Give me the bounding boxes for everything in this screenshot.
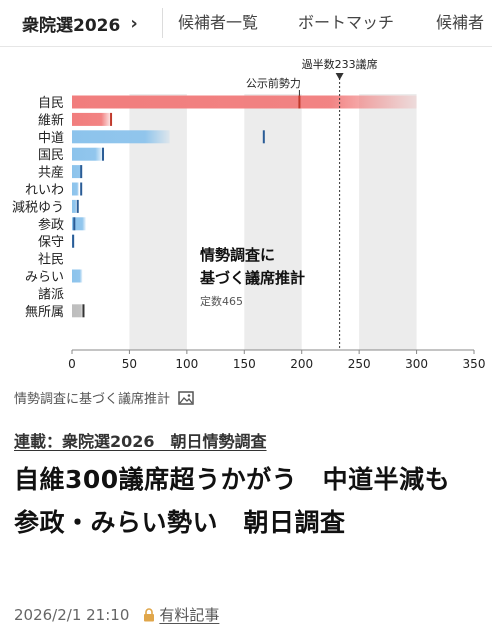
category-label: 中道 bbox=[38, 131, 64, 146]
category-label: 維新 bbox=[38, 112, 64, 128]
bar bbox=[72, 112, 112, 126]
top-nav: 衆院選2026 › 候補者一覧 ボートマッチ 候補者 bbox=[0, 0, 492, 47]
bar bbox=[72, 130, 170, 144]
pre-election-label: 公示前勢力 bbox=[246, 76, 301, 90]
x-tick-label: 50 bbox=[122, 357, 137, 371]
bar bbox=[72, 147, 104, 161]
category-label: 諸派 bbox=[38, 286, 64, 302]
bar bbox=[72, 217, 86, 231]
category-label: 無所属 bbox=[25, 305, 64, 320]
pre-election-marker bbox=[72, 234, 75, 248]
chevron-right-icon: › bbox=[130, 12, 138, 34]
chart-x-ticks: 0 50 100 150 200 250 300 350 bbox=[68, 350, 485, 371]
bar bbox=[72, 182, 79, 196]
x-tick-label: 350 bbox=[463, 357, 486, 371]
x-tick-label: 150 bbox=[233, 357, 256, 371]
pre-election-marker bbox=[80, 182, 83, 196]
article-series-link[interactable]: 連載：衆院選2026 朝日情勢調査 bbox=[14, 432, 267, 451]
category-label: れいわ bbox=[25, 183, 64, 198]
nav-tab-vote-match[interactable]: ボートマッチ bbox=[298, 13, 395, 32]
category-label: 減税ゆう bbox=[12, 199, 64, 215]
x-tick-label: 100 bbox=[175, 357, 198, 371]
pre-election-marker bbox=[110, 112, 113, 126]
category-label: 自民 bbox=[38, 96, 64, 111]
category-label: みらい bbox=[25, 270, 64, 285]
bar bbox=[72, 165, 83, 179]
pre-election-marker bbox=[82, 304, 85, 318]
pre-election-marker bbox=[76, 199, 79, 213]
category-label: 保守 bbox=[38, 235, 64, 250]
nav-election-link[interactable]: 衆院選2026 › bbox=[22, 0, 138, 46]
nav-tab-candidates[interactable]: 候補者一覧 bbox=[178, 13, 259, 32]
majority-label: 過半数233議席 bbox=[302, 57, 378, 71]
article-date: 2026/2/1 21:10 bbox=[14, 605, 130, 624]
chart-band bbox=[244, 94, 302, 350]
nav-divider bbox=[162, 8, 163, 38]
chart-band bbox=[359, 94, 417, 350]
category-label: 共産 bbox=[38, 165, 64, 181]
pre-election-marker bbox=[298, 95, 301, 109]
x-tick-label: 250 bbox=[348, 357, 371, 371]
image-icon[interactable] bbox=[178, 390, 194, 405]
paid-article-label: 有料記事 bbox=[159, 606, 220, 624]
article-headline: 自維300議席超うかがう 中道半減も 参政・みらい勢い 朝日調査 bbox=[14, 465, 476, 537]
bar bbox=[72, 269, 83, 283]
category-label: 社民 bbox=[38, 252, 64, 268]
majority-marker-icon bbox=[335, 73, 344, 80]
bar bbox=[72, 199, 77, 213]
bar bbox=[72, 95, 417, 109]
annotation-title-1: 情勢調査に bbox=[200, 246, 275, 264]
category-label: 参政 bbox=[38, 217, 64, 233]
paid-article-link[interactable]: 有料記事 bbox=[143, 604, 219, 625]
pre-election-marker bbox=[80, 165, 83, 179]
x-tick-label: 300 bbox=[405, 357, 428, 371]
chart-bands bbox=[129, 94, 417, 350]
pre-election-marker bbox=[102, 147, 105, 161]
lock-icon bbox=[144, 607, 155, 621]
article-meta: 2026/2/1 21:10 有料記事 bbox=[14, 604, 219, 625]
bar bbox=[72, 304, 84, 318]
x-tick-label: 200 bbox=[290, 357, 313, 371]
caption-text: 情勢調査に基づく議席推計 bbox=[14, 392, 171, 407]
nav-election-label: 衆院選2026 bbox=[22, 15, 121, 36]
chart-caption[interactable]: 情勢調査に基づく議席推計 bbox=[14, 388, 194, 407]
nav-tab-candidates-2[interactable]: 候補者 bbox=[436, 13, 485, 32]
chart-markers bbox=[72, 95, 301, 318]
annotation-subtitle: 定数465 bbox=[200, 294, 243, 308]
pre-election-marker bbox=[73, 217, 76, 231]
category-label: 国民 bbox=[38, 148, 64, 163]
x-tick-label: 0 bbox=[68, 357, 76, 371]
pre-election-marker bbox=[262, 130, 265, 144]
annotation-title-2: 基づく議席推計 bbox=[199, 269, 305, 287]
